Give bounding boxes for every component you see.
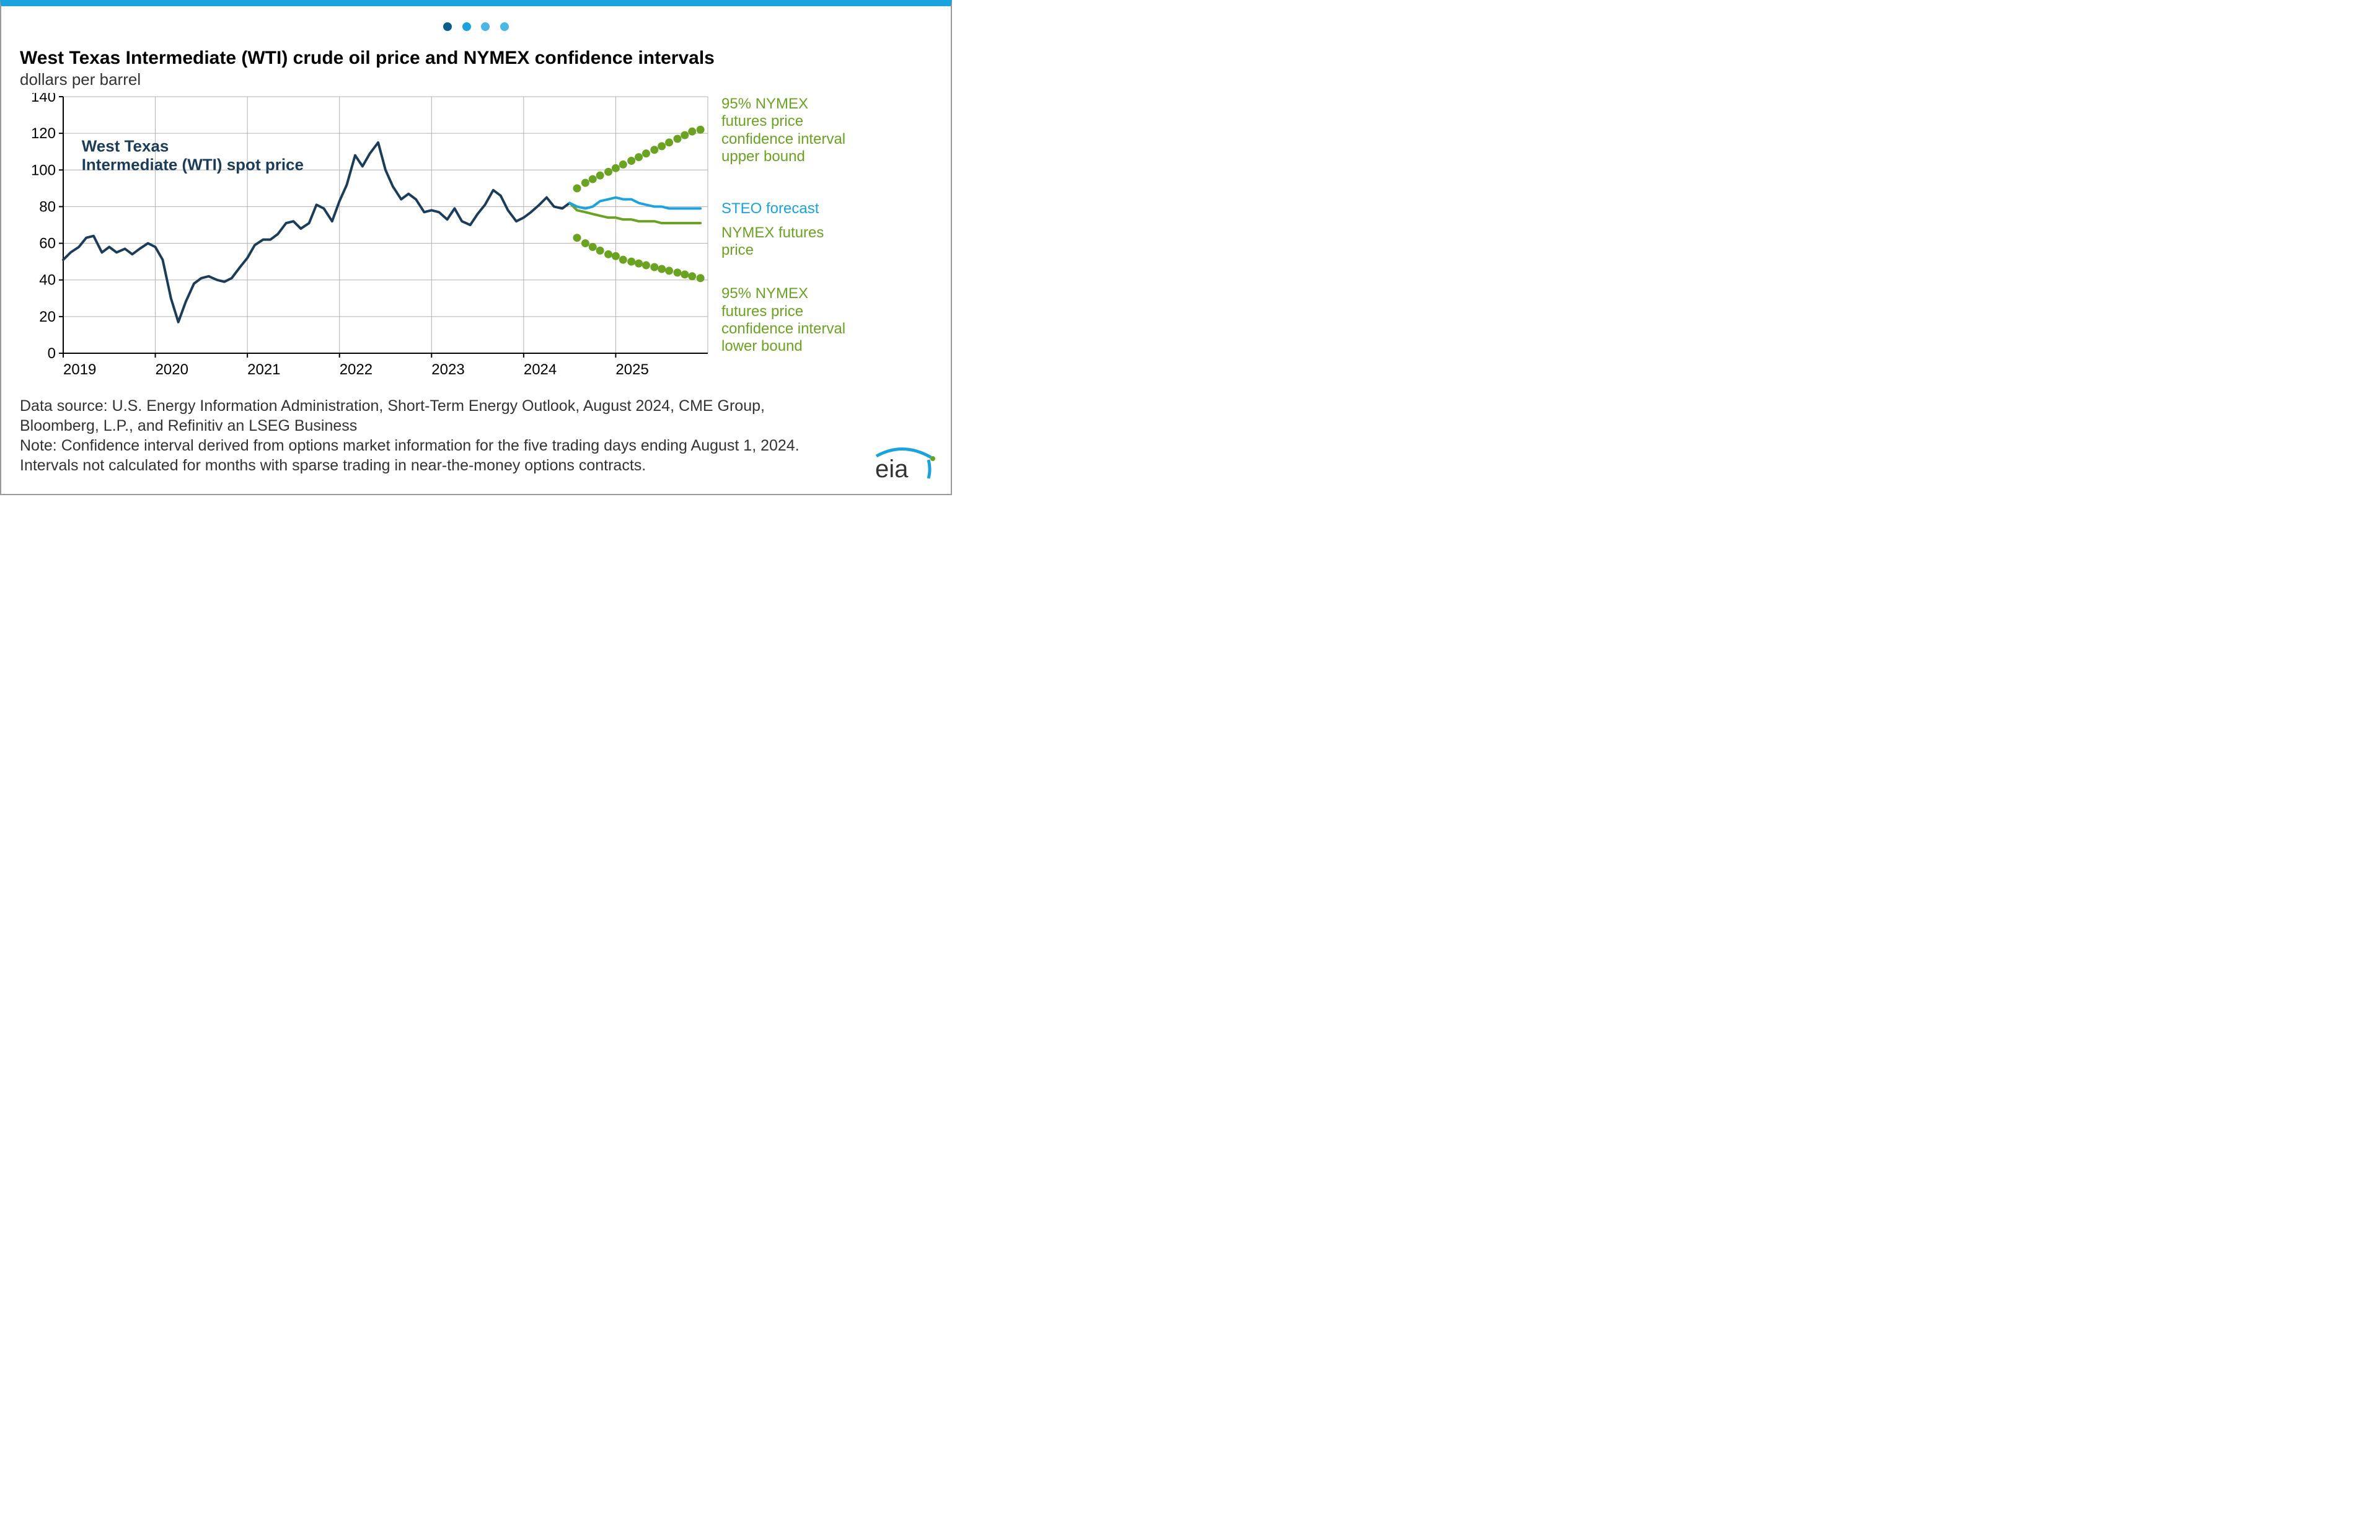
chart-title: West Texas Intermediate (WTI) crude oil … [20, 48, 932, 69]
chart-subtitle: dollars per barrel [20, 70, 932, 89]
footer-note: Note: Confidence interval derived from o… [20, 436, 826, 475]
dot-2 [462, 22, 471, 31]
legend-nymex: NYMEX futures price [721, 224, 852, 260]
footer-source: Data source: U.S. Energy Information Adm… [20, 396, 826, 436]
dot-1 [443, 22, 452, 31]
legend-steo: STEO forecast [721, 200, 852, 218]
chart-plot: 0 20 40 60 80 100 120 140 2019 2020 2021 2022 2023 20… [20, 93, 714, 387]
chart-card: West Texas Intermediate (WTI) crude oil … [0, 0, 952, 495]
svg-text:2022: 2022 [340, 361, 372, 378]
svg-text:20: 20 [39, 309, 56, 325]
chart-footer: Data source: U.S. Energy Information Adm… [20, 396, 826, 475]
svg-text:2024: 2024 [524, 361, 557, 378]
svg-text:2023: 2023 [431, 361, 464, 378]
svg-text:60: 60 [39, 235, 56, 252]
legend-right: 95% NYMEX futures price confidence inter… [714, 93, 852, 361]
svg-text:Intermediate (WTI) spot price: Intermediate (WTI) spot price [82, 156, 304, 174]
svg-text:2021: 2021 [247, 361, 280, 378]
pagination-dots [20, 22, 932, 34]
svg-text:0: 0 [48, 345, 56, 362]
chart-svg: 0 20 40 60 80 100 120 140 2019 2020 2021 2022 2023 20… [20, 93, 714, 384]
dot-3 [481, 22, 490, 31]
svg-text:120: 120 [31, 125, 56, 142]
svg-text:2020: 2020 [156, 361, 188, 378]
logo-text: eia [875, 455, 909, 482]
chart-row: 0 20 40 60 80 100 120 140 2019 2020 2021 2022 2023 20… [20, 93, 932, 387]
legend-ci-lower: 95% NYMEX futures price confidence inter… [721, 285, 852, 355]
eia-logo: eia [869, 445, 937, 485]
svg-text:2025: 2025 [615, 361, 648, 378]
dot-4 [500, 22, 509, 31]
legend-ci-upper: 95% NYMEX futures price confidence inter… [721, 95, 852, 165]
svg-text:80: 80 [39, 198, 56, 215]
svg-text:40: 40 [39, 272, 56, 289]
svg-text:140: 140 [31, 93, 56, 105]
svg-text:100: 100 [31, 162, 56, 178]
svg-text:West Texas: West Texas [82, 137, 169, 156]
svg-text:2019: 2019 [63, 361, 96, 378]
